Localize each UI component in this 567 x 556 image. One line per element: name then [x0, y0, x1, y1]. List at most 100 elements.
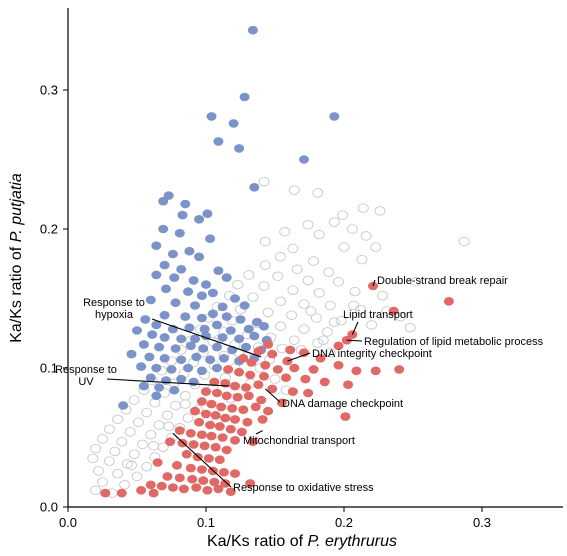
blue-point	[221, 312, 232, 321]
neutral-point	[324, 347, 336, 358]
blue-point	[199, 324, 210, 334]
red-point	[172, 461, 182, 470]
blue-point	[158, 224, 169, 234]
blue-point	[132, 326, 142, 335]
blue-point	[212, 363, 222, 373]
neutral-point	[395, 311, 407, 322]
blue-point	[174, 228, 185, 238]
blue-point	[151, 320, 162, 330]
neutral-point	[357, 203, 369, 213]
blue-point	[212, 320, 222, 330]
blue-point	[145, 295, 156, 305]
annotation-leader-line	[372, 279, 376, 287]
red-point	[299, 348, 309, 358]
neutral-point	[116, 436, 128, 447]
red-point	[185, 463, 196, 473]
x-tick-label: 0.2	[335, 515, 353, 530]
blue-point	[183, 287, 194, 296]
red-point	[202, 486, 213, 495]
blue-point	[170, 298, 181, 308]
blue-point	[241, 342, 251, 352]
red-point	[201, 409, 211, 419]
blue-point	[167, 249, 178, 259]
red-point	[247, 437, 258, 447]
blue-point	[259, 322, 269, 331]
blue-point	[207, 288, 218, 298]
neutral-point	[279, 227, 291, 237]
red-point	[174, 426, 185, 435]
blue-point	[177, 210, 188, 220]
blue-point	[228, 119, 239, 128]
red-point	[245, 370, 256, 380]
neutral-point	[328, 217, 340, 227]
red-point	[241, 383, 251, 392]
red-point	[209, 477, 220, 487]
blue-point	[184, 246, 195, 256]
red-point	[238, 405, 249, 415]
red-point	[136, 486, 147, 495]
blue-point	[176, 334, 187, 344]
red-point	[194, 417, 205, 427]
red-point	[177, 438, 188, 448]
y-axis-title-species: P. putjatia	[8, 173, 25, 242]
red-point	[227, 404, 238, 413]
blue-point	[235, 315, 246, 324]
neutral-point	[179, 391, 191, 401]
red-point	[289, 363, 300, 373]
red-point	[148, 488, 159, 498]
neutral-point	[338, 242, 350, 252]
neutral-point	[90, 485, 102, 496]
red-point	[388, 306, 399, 316]
y-axis-title: Ka/Ks ratio of P. putjatia	[8, 173, 25, 343]
blue-point	[217, 302, 228, 312]
annotation-leader-line	[106, 378, 230, 387]
neutral-point	[131, 471, 143, 482]
neutral-point	[141, 407, 153, 418]
red-point	[220, 413, 231, 423]
blue-point	[243, 324, 254, 334]
red-point	[225, 487, 236, 497]
blue-point	[234, 334, 245, 344]
neutral-point	[103, 424, 115, 434]
neutral-point	[258, 281, 270, 291]
red-point	[225, 424, 236, 434]
red-point	[152, 458, 163, 467]
red-point	[276, 398, 287, 408]
red-point	[230, 469, 240, 478]
neutral-point	[313, 288, 325, 298]
red-point	[206, 431, 217, 441]
red-point	[308, 365, 319, 374]
blue-point	[247, 25, 258, 35]
neutral-point	[179, 399, 191, 409]
blue-point	[118, 401, 129, 410]
red-point	[232, 392, 243, 402]
neutral-point	[126, 460, 137, 471]
neutral-point	[356, 254, 368, 265]
blue-point	[176, 355, 187, 365]
axes	[67, 8, 563, 508]
neutral-point	[163, 421, 175, 432]
red-point	[220, 479, 231, 488]
neutral-point	[232, 279, 244, 290]
blue-point	[221, 273, 232, 282]
blue-point	[159, 310, 170, 320]
blue-point	[147, 330, 158, 339]
red-point	[188, 440, 199, 449]
neutral-point	[275, 252, 286, 262]
neutral-point	[132, 417, 144, 427]
neutral-point	[276, 343, 288, 354]
red-point	[167, 483, 178, 492]
neutral-point	[323, 267, 335, 277]
red-point	[234, 367, 245, 377]
neutral-point	[302, 220, 314, 230]
blue-point	[196, 366, 207, 376]
neutral-point	[337, 210, 349, 220]
red-point	[212, 388, 222, 398]
red-point	[217, 433, 228, 442]
blue-point	[184, 323, 195, 333]
red-point	[209, 377, 220, 387]
neutral-point	[153, 420, 165, 430]
neutral-point	[275, 296, 286, 307]
blue-point	[126, 349, 137, 359]
neutral-point	[374, 206, 386, 216]
